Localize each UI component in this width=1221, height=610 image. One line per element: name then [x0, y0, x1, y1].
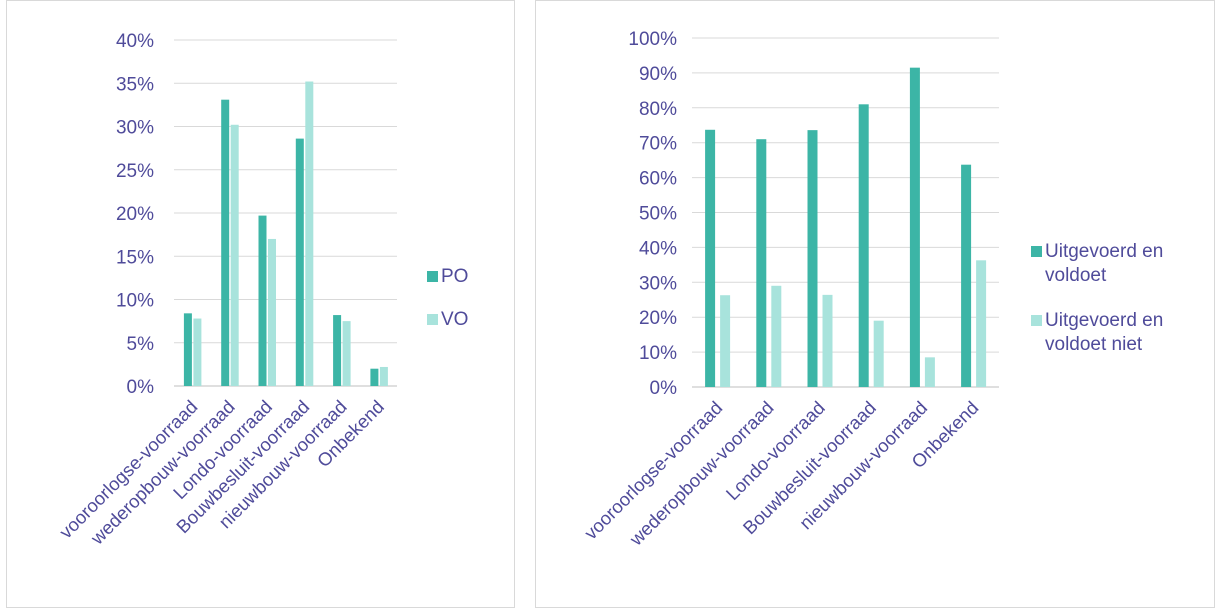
bar-series1 [183, 313, 192, 386]
bar-series2 [305, 81, 314, 387]
bar-series1 [807, 130, 818, 388]
y-tick-label: 25% [116, 161, 154, 182]
bar-series1 [258, 215, 267, 386]
y-tick-label: 100% [628, 29, 677, 50]
y-tick-label: 80% [639, 99, 677, 120]
y-tick-label: 20% [116, 204, 154, 225]
y-tick-label: 50% [639, 204, 677, 225]
y-tick-label: 10% [639, 343, 677, 364]
bar-series1 [756, 139, 767, 387]
bar-series2 [771, 285, 782, 387]
legend-swatch [1031, 246, 1042, 257]
chart-panel-left: 0% 5% 10% 15% 20% 25% 30% 35% 40% vooroorlogse-vo… [6, 0, 515, 608]
bar-series1 [333, 315, 342, 386]
y-tick-label: 60% [639, 169, 677, 190]
bar-series2 [822, 294, 833, 387]
bar-series2 [873, 320, 884, 387]
y-tick-label: 40% [116, 31, 154, 52]
bar-series1 [961, 164, 972, 387]
y-tick-label: 15% [116, 247, 154, 268]
legend-label: Uitgevoerd en [1045, 310, 1163, 331]
bar-series1 [295, 138, 304, 386]
bar-series2 [268, 238, 276, 386]
bar-series1 [705, 129, 716, 388]
bar-series1 [858, 104, 869, 387]
bar-series2 [720, 295, 731, 387]
bar-series2 [924, 357, 935, 387]
y-tick-label: 30% [116, 118, 154, 139]
legend-swatch [1031, 315, 1042, 326]
legend-label: voldoet [1045, 265, 1107, 286]
y-tick-label: 10% [116, 291, 154, 312]
legend-swatch [427, 314, 438, 325]
y-tick-label: 5% [127, 334, 155, 355]
legend-label: VO [441, 309, 468, 330]
y-tick-label: 35% [116, 74, 154, 95]
bar-series2 [193, 318, 202, 386]
y-tick-label: 90% [639, 64, 677, 85]
y-tick-label: 70% [639, 134, 677, 155]
chart-right: 0%10%20%30%40%50%60%70%80%90%100%vooroor… [580, 29, 1163, 550]
bar-series2 [976, 260, 987, 387]
y-tick-label: 0% [127, 377, 155, 398]
bar-series1 [370, 368, 379, 386]
chart-panel-right: 0% 10% 20% 30% 40% 50% 60% 70% 80% 90% 100% vooroor… [535, 0, 1215, 608]
x-tick-label: wederopbouw-voorraad [86, 396, 239, 549]
bar-series2 [379, 366, 388, 386]
legend-label: PO [441, 266, 468, 287]
bar-series1 [221, 99, 230, 386]
legend-swatch [427, 271, 438, 282]
legend-label: Uitgevoerd en [1045, 241, 1163, 262]
bar-series1 [909, 67, 920, 387]
y-tick-label: 40% [639, 238, 677, 259]
bar-series2 [230, 124, 239, 387]
bar-series2 [342, 321, 351, 386]
chart-left: 0%5%10%15%20%25%30%35%40%vooroorlogse-vo… [55, 31, 468, 549]
y-tick-label: 30% [639, 273, 677, 294]
y-tick-label: 20% [639, 308, 677, 329]
legend-label: voldoet niet [1045, 334, 1143, 355]
y-tick-label: 0% [650, 378, 678, 399]
